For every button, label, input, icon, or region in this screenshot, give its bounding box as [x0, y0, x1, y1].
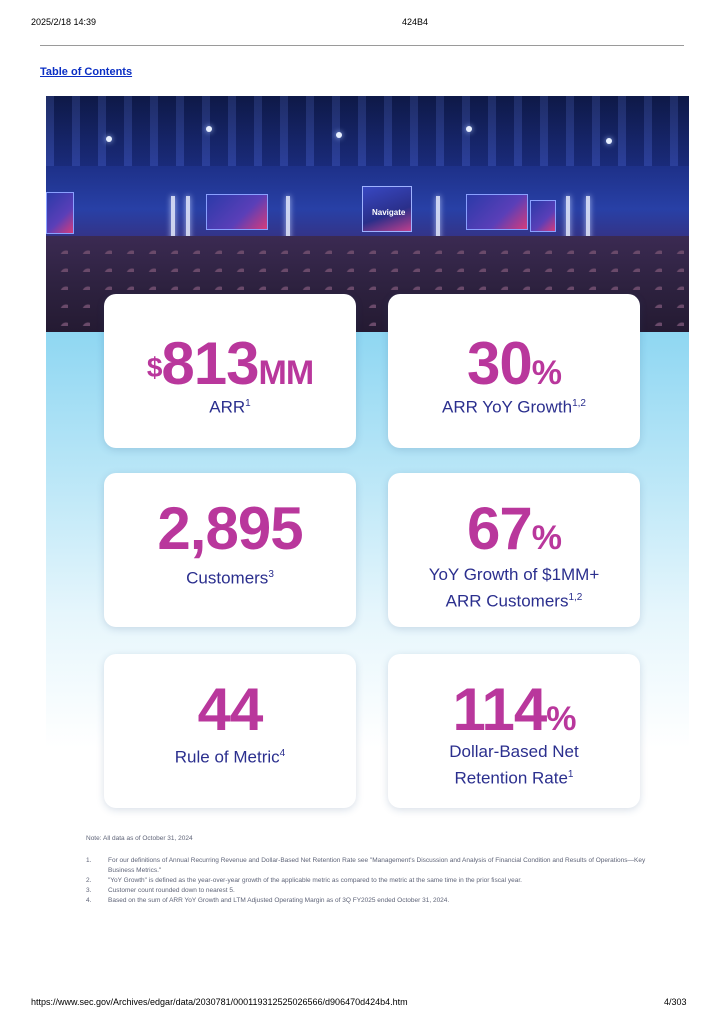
side-screen [206, 194, 268, 230]
stat-value: 114% [452, 676, 576, 743]
light-pillar [566, 196, 570, 240]
light-pillar [286, 196, 290, 240]
table-of-contents-link[interactable]: Table of Contents [40, 66, 133, 78]
conference-photo: Navigate [46, 96, 689, 332]
footnote-item: 3. Customer count rounded down to nearest… [86, 887, 235, 894]
footnotes-title: Note: All data as of October 31, 2024 [86, 835, 193, 842]
stat-label: Customers3 [186, 568, 274, 588]
side-screen [466, 194, 528, 230]
stat-card-arr: $813MM ARR1 [104, 294, 356, 448]
footnote-item: 2. "YoY Growth" is defined as the year-ov… [86, 877, 522, 884]
light-pillar [436, 196, 440, 240]
ceiling-light [466, 126, 472, 132]
stat-value: 2,895 [157, 495, 303, 562]
print-datetime: 2025/2/18 14:39 [31, 17, 97, 27]
ceiling-light [336, 132, 342, 138]
document-id: 424B4 [402, 17, 429, 27]
side-screen [46, 192, 74, 234]
stat-label: ARR1 [209, 397, 251, 417]
ceiling-light [106, 136, 112, 142]
stat-card-arr-growth: 30% ARR YoY Growth1,2 [388, 294, 640, 448]
stage-screen [362, 186, 412, 232]
ceiling-light [606, 138, 612, 144]
stat-card-rule-of-metric: 44 Rule of Metric4 [104, 654, 356, 808]
header-divider [40, 45, 684, 46]
stat-label: Rule of Metric4 [174, 747, 286, 767]
highlights-panel: Navigate $813MM ARR1 30% ARR YoY Growth1… [46, 96, 689, 932]
ceiling-light [206, 126, 212, 132]
stat-label: YoY Growth of $1MM+ ARR Customers1,2 [428, 565, 600, 611]
stat-card-net-retention: 114% Dollar-Based Net Retention Rate1 [388, 654, 640, 808]
footnotes: Note: All data as of October 31, 2024 1.… [86, 834, 646, 906]
side-screen [530, 200, 556, 232]
light-pillar [171, 196, 175, 240]
stat-value: 67% [467, 495, 562, 562]
footnote-item: 1. For our definitions of Annual Recurrin… [86, 857, 646, 874]
stat-value: 44 [197, 676, 264, 743]
stat-value: $813MM [146, 330, 314, 397]
stat-label: Dollar-Based Net Retention Rate1 [449, 742, 579, 788]
stat-value: 30% [467, 330, 562, 397]
stage-screen-text: Navigate [372, 208, 406, 217]
footnote-item: 4. Based on the sum of ARR YoY Growth and… [86, 897, 450, 904]
ceiling-truss [46, 96, 689, 166]
light-pillar [186, 196, 190, 240]
stat-label: ARR YoY Growth1,2 [442, 397, 586, 417]
page-url: https://www.sec.gov/Archives/edgar/data/… [31, 997, 408, 1007]
stat-card-1mm-customers-growth: 67% YoY Growth of $1MM+ ARR Customers1,2 [388, 473, 640, 627]
page-number: 4/303 [664, 997, 687, 1007]
stat-card-customers: 2,895 Customers3 [104, 473, 356, 627]
light-pillar [586, 196, 590, 240]
